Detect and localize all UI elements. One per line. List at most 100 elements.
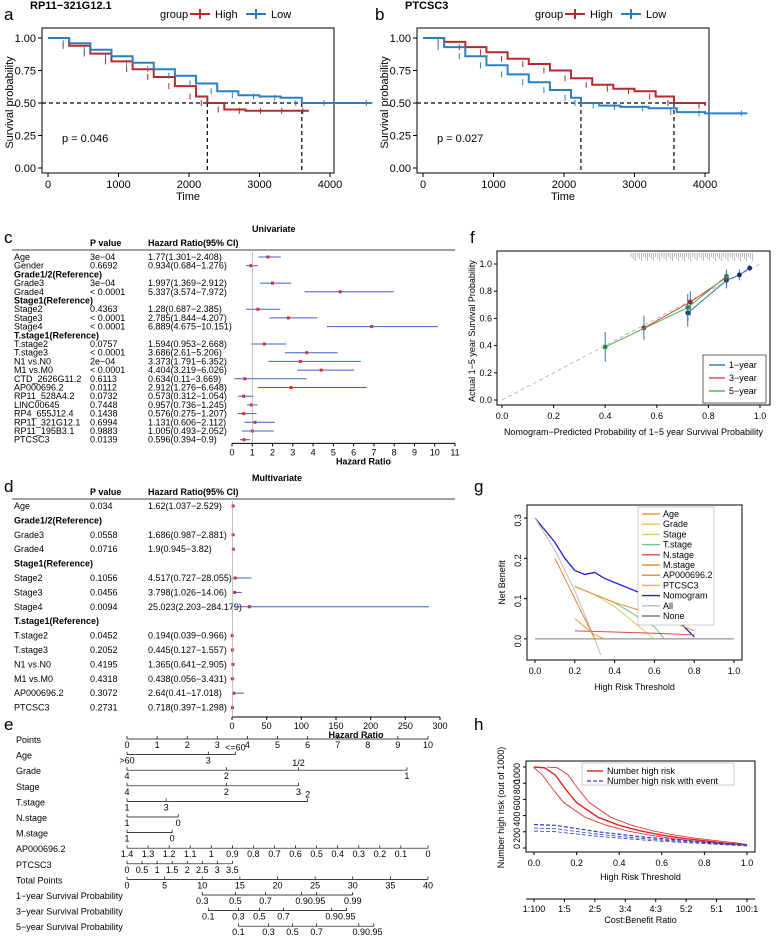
point-estimate [247,605,251,609]
impact-legend-box [581,762,735,786]
x-tick-label: 4 [311,447,316,457]
forest-title: Univariate [252,224,296,234]
y-tick-label: 0.0 [513,635,523,648]
nomogram-tick-label: 1 [404,771,409,781]
point-estimate [286,316,290,320]
nomogram-tick-label: 7 [335,740,340,750]
nomogram-tick-label: 2 [185,740,190,750]
nomogram-tick-label: 0.3 [353,849,366,859]
row-p: 0.6692 [90,261,118,271]
nomogram-row-label: Grade [16,766,41,776]
row-hr: 0.576(0.275−1.207) [148,409,227,419]
x2-tick-label: 100:1 [736,904,759,914]
row-label: M1 vs.M0 [14,674,53,684]
x-tick-label: 0.0 [528,858,541,868]
km-curve-low [423,37,748,115]
nomogram-row-label: N.stage [16,813,47,823]
x-tick-label: 0.0 [529,666,542,676]
point-estimate [242,394,246,398]
row-hr: 4.404(3.219−6.026) [148,365,227,375]
row-p: 0.4318 [90,674,118,684]
row-label: Stage1(Reference) [14,559,93,569]
nomogram-tick-label: 1 [124,802,129,812]
row-p: 0.6994 [90,417,118,427]
row-hr: 1.28(0.687−2.385) [148,304,222,314]
nomogram-tick-label: 40 [423,880,433,890]
nomogram-tick-label: 2 [224,771,229,781]
nomogram-tick-label: 15 [235,880,245,890]
row-hr: 4.517(0.727−28.055) [148,573,232,583]
y-tick-label: 1.0 [479,259,492,269]
row-label: T.stage2 [14,631,48,641]
point-estimate [262,342,266,346]
x-tick-label: 3000 [247,179,271,191]
legend-label: PTCSC3 [663,580,699,590]
legend-label: 1−year [729,360,757,370]
row-label: Age [14,252,30,262]
nomogram-row-label: AP000696.2 [16,844,66,854]
legend-label: Nomogram [663,591,708,601]
legend-label: Number high risk with event [607,776,719,786]
x-axis-label: Hazard Ratio [336,456,392,466]
row-hr: 3.686(2.61−5.206) [148,348,222,358]
y-axis-label: Survival probability [379,56,391,149]
nomogram-tick-label: 5 [162,880,167,890]
row-label: N1 vs.N0 [14,659,51,669]
nomogram-tick-label: <=60 [225,743,246,753]
nomogram-tick-label: 3 [206,756,211,766]
row-label: RP11_321G12.1 [14,417,80,427]
point-estimate [233,576,237,580]
nomogram-tick-label: 0 [170,834,175,844]
nomogram-tick-label: 2 [305,789,310,799]
y-tick-label: 400 [512,812,522,827]
x-tick-label: 6 [351,447,356,457]
nomogram-tick-label: 2 [185,865,190,875]
high-risk-ci-upper [546,766,748,846]
impact-frame [525,760,756,853]
x-tick-label: 250 [398,721,413,731]
x-tick-label: 0.6 [651,411,664,421]
x-tick-label: 9 [412,447,417,457]
row-p: < 0.0001 [90,287,125,297]
nomogram-row-label: Age [16,751,32,761]
calibration-point [724,273,729,279]
x2-tick-label: 5:1 [710,904,723,914]
calibration-frame [496,250,771,406]
row-hr: 3.373(1.791−6.352) [148,356,227,366]
y-axis-label: Survival probability [4,56,16,149]
col-header-p: P value [90,487,121,497]
y-tick-label: 1.00 [390,33,411,45]
high-risk-curve [533,766,748,846]
legend-label: 5−year [729,386,757,396]
row-label: Stage2 [14,304,43,314]
row-p: 0.4363 [90,304,118,314]
row-hr: 1.686(0.987−2.881) [148,530,227,540]
point-estimate [289,386,293,389]
row-hr: 1.9(0.945−3.82) [148,544,212,554]
nomogram-tick-label: 2.5 [196,865,209,875]
nomogram-tick-label: 0 [176,818,181,828]
x-tick-label: 2000 [552,179,576,191]
row-hr: 1.594(0.953−2.668) [148,339,227,349]
x-tick-label: 0.2 [569,666,582,676]
p-value: p = 0.027 [437,133,483,145]
point-estimate [256,307,260,311]
y-tick-label: 0.2 [479,368,492,378]
row-label: N1 vs.N0 [14,356,51,366]
y-axis-label: Number high risk (out of 1000) [496,747,506,869]
legend-label: None [663,611,685,621]
x-tick-label: 300 [432,721,447,731]
row-hr: 5.337(3.574−7.972) [148,287,227,297]
calibration-line-2 [604,275,727,348]
x-tick-label: 200 [363,721,378,731]
x-tick-label: 4000 [693,179,717,191]
point-estimate [233,590,237,594]
x-tick-label: 5 [331,447,336,457]
x-axis-label: Nomogram−Predicted Probability of 1−5 ye… [504,427,764,437]
nomogram-tick-label: 25 [310,880,320,890]
nomogram-tick-label: 0.9 [295,896,308,906]
y-tick-label: 0.1 [513,595,523,608]
km-curve-low [48,37,373,104]
point-estimate [242,438,246,442]
row-label: RP11_195B3.1 [14,426,74,436]
